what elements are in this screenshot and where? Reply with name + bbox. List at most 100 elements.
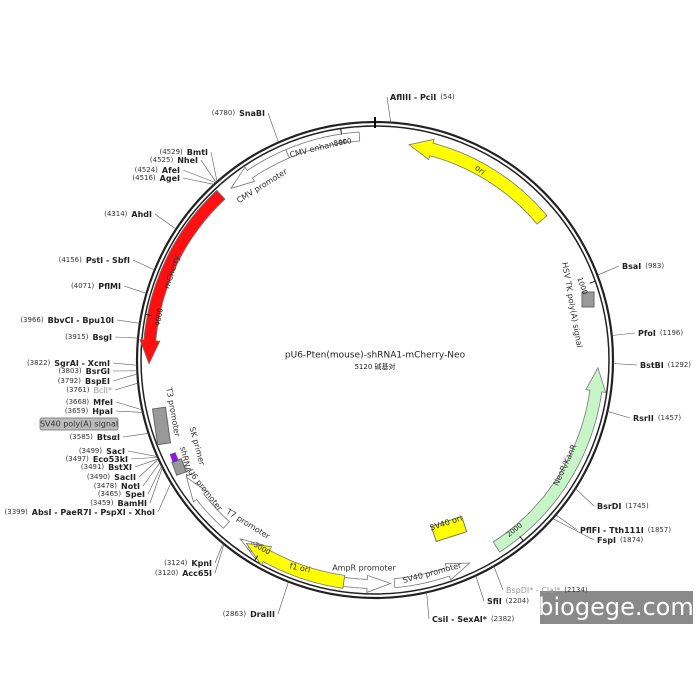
site-name: KpnI	[191, 559, 212, 568]
site-position: (3491)	[81, 463, 105, 471]
site-position: (4071)	[71, 282, 95, 290]
site-label: (3822) SgrAI - XcmI	[27, 359, 110, 368]
site-position: (3668)	[66, 398, 90, 406]
site-label: FspI (1874)	[597, 536, 643, 545]
site-position: (2134)	[564, 586, 588, 594]
site-name: RsrII	[633, 414, 654, 423]
site-label: (4071) PflMI	[71, 282, 121, 291]
site-label: (3668) MfeI	[66, 398, 113, 407]
feature-tag	[39, 417, 119, 431]
site-position: (3459)	[90, 499, 114, 507]
site-label: (3792) BspEI	[58, 377, 110, 386]
site-leader	[277, 581, 289, 615]
site-leader	[182, 177, 215, 185]
site-name: BclI*	[94, 386, 112, 395]
site-label: BstBI (1292)	[640, 361, 691, 370]
site-name: SacI	[106, 447, 125, 456]
site-label: (4516) AgeI	[132, 174, 180, 183]
f1-ori-arc	[245, 542, 346, 589]
site-leader	[130, 456, 158, 460]
site-position: (1874)	[620, 536, 644, 544]
site-leader	[114, 336, 139, 339]
site-leader	[115, 401, 143, 411]
site-name: BmtI	[187, 148, 208, 157]
ori-arc	[408, 138, 548, 225]
site-name: BspDI* - ClaI*	[506, 586, 560, 595]
feature-label: f1 ori	[289, 561, 311, 574]
site-position: (4314)	[104, 210, 128, 218]
site-leader	[123, 285, 147, 294]
site-leader	[607, 411, 631, 419]
site-position: (3966)	[20, 316, 44, 324]
cmv-promoter-arc	[230, 149, 290, 190]
site-name: PflMI	[98, 282, 121, 291]
ruler-tick	[340, 128, 343, 135]
ruler-label: 1000	[575, 276, 589, 295]
site-name: HpaI	[92, 407, 113, 416]
hsv-tk-box	[581, 291, 595, 308]
site-leader	[142, 462, 161, 487]
feature-label: AmpR promoter	[332, 564, 396, 573]
ruler-tick	[589, 280, 596, 284]
site-position: (3915)	[65, 333, 89, 341]
watermark-box	[540, 591, 693, 624]
neor-arc	[492, 366, 607, 553]
plasmid-name: pU6-Pten(mouse)-shRNA1-mCherry-Neo	[285, 351, 466, 361]
sv40-ori-box	[430, 515, 468, 543]
site-label: (3120) Acc65I	[155, 569, 212, 578]
site-leader	[138, 458, 159, 478]
site-leader	[493, 566, 504, 591]
site-position: (4156)	[59, 256, 83, 264]
site-name: PflFI - Tth111I	[580, 526, 644, 535]
site-label: (3915) BsgI	[65, 333, 112, 342]
site-name: PfoI	[638, 329, 656, 338]
site-name: AgeI	[160, 174, 180, 183]
site-leader	[147, 465, 163, 495]
site-label: PflFI - Tth111I (1857)	[580, 526, 671, 535]
site-name: NotI	[121, 482, 140, 491]
site-position: (4525)	[150, 156, 174, 164]
site-position: (3124)	[164, 559, 188, 567]
site-name: BbvCI - Bpu10I	[48, 316, 114, 325]
site-leader	[575, 488, 595, 507]
site-name: AhdI	[131, 210, 152, 219]
site-position: (1745)	[625, 502, 649, 510]
site-name: PstI - SbfI	[86, 256, 130, 265]
site-position: (1857)	[648, 526, 672, 534]
site-name: CsiI - SexAI*	[432, 615, 488, 624]
site-label: (2863) DraIII	[223, 610, 275, 619]
site-label: (3499) SacI	[79, 447, 125, 456]
site-label: (4780) SnaBI	[212, 109, 265, 118]
site-position: (4516)	[132, 174, 156, 182]
site-leader	[611, 332, 636, 336]
watermark: biogege.com	[538, 593, 693, 621]
site-position: (3792)	[58, 377, 82, 385]
site-name: SnaBI	[239, 109, 265, 118]
site-position: (4529)	[159, 148, 183, 156]
site-position: (3490)	[87, 473, 111, 481]
site-label: (3124) KpnI	[164, 559, 212, 568]
site-label: (4156) PstI - SbfI	[59, 256, 130, 265]
site-leader	[555, 514, 578, 531]
site-leader	[552, 518, 595, 541]
site-position: (3822)	[27, 359, 51, 367]
site-leader	[149, 467, 163, 504]
site-label: SfiI (2204)	[487, 597, 529, 606]
site-label: (4314) AhdI	[104, 210, 152, 219]
site-leader	[114, 382, 139, 391]
site-name: Eco53kI	[93, 455, 128, 464]
site-name: SpeI	[125, 490, 145, 499]
site-leader	[112, 362, 138, 366]
site-position: (1457)	[658, 414, 682, 422]
site-name: BspEI	[85, 377, 110, 386]
site-name: BsgI	[92, 333, 112, 342]
site-name: SacII	[114, 473, 136, 482]
site-name: FspI	[597, 536, 616, 545]
site-position: (2204)	[506, 597, 530, 605]
site-label: BspDI* - ClaI* (2134)	[506, 586, 588, 595]
site-label: (3803) BsrGI	[58, 367, 110, 376]
site-label: BsaI (983)	[622, 262, 664, 271]
site-name: BsaI	[622, 262, 641, 271]
site-leader	[426, 592, 430, 620]
